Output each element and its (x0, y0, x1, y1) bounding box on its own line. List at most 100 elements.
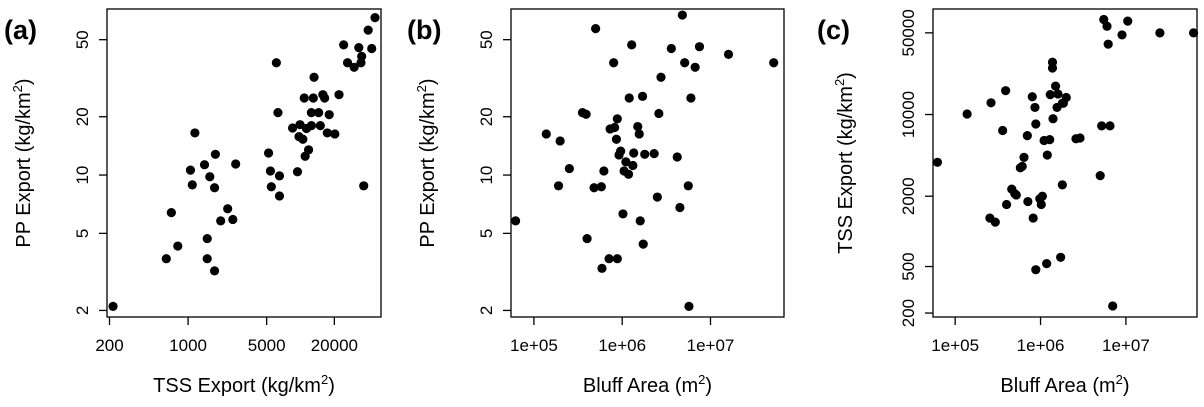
panel-a-data-point (108, 301, 118, 311)
panel-c-data-point (1048, 114, 1058, 124)
panel-b-data-point (610, 122, 620, 133)
panel-a-data-point (357, 51, 367, 61)
panel-c-data-point (1031, 265, 1041, 275)
panel-b-data-point (599, 166, 609, 176)
panel-b-data-point (604, 254, 614, 264)
panel-c: (c) 1e+05 1e+06 1e+07 200 500 2000 10000 50000 Bl… (817, 8, 1199, 397)
panel-b-data-point (684, 301, 694, 311)
panel-b-data-point (637, 91, 648, 101)
panel-b-x-tick-label: 1e+06 (598, 336, 646, 355)
panel-b-data-point (582, 233, 592, 244)
panel-a-data-point (209, 183, 220, 193)
panel-b-data-point (640, 149, 650, 159)
panel-b-data-point (694, 42, 705, 52)
panel-b-data-point (675, 202, 685, 213)
panel-b-data-point (564, 163, 574, 174)
panel-c-data-point (1031, 119, 1041, 129)
panel-a-data-point (354, 43, 364, 53)
panel-b-data-point (680, 58, 690, 68)
panel-b-data-point (612, 254, 622, 264)
panel-c-data-point (1097, 121, 1107, 131)
panel-c-x-tick-label: 1e+06 (1017, 336, 1065, 355)
panel-a-data-point (228, 214, 238, 225)
panel-c-data-point (1188, 28, 1199, 38)
panel-a-data-point (190, 128, 200, 138)
panel-a-data-point (199, 160, 210, 170)
panel-a-data-point (370, 13, 380, 23)
panel-c-plot-frame (932, 8, 1198, 318)
panel-a-data-point (292, 167, 303, 177)
panel-a-data-point (299, 93, 309, 103)
panel-b-data-point (621, 157, 631, 167)
panel-b-data-point (597, 263, 607, 273)
panel-c-data-point (1103, 39, 1113, 49)
panel-a-data-point (303, 145, 314, 155)
panel-c-data-point (1019, 152, 1029, 162)
panel-b: (b) 1e+05 1e+06 1e+07 2 5 10 20 50 Bluff Area (m2… (407, 8, 785, 397)
panel-c-data-point (1102, 21, 1112, 31)
panel-a-y-tick-label: 50 (73, 30, 92, 49)
panel-c-data-point (1056, 252, 1066, 262)
panel-c-data-point (962, 109, 972, 119)
panel-b-data-point (628, 160, 638, 171)
panel-b-data-point (618, 209, 628, 219)
panel-a-data-point (210, 149, 221, 159)
panel-a-x-tick-label: 20000 (311, 336, 358, 355)
panel-a-data-point (187, 180, 197, 190)
panel-c-data-point (1045, 90, 1055, 100)
panel-c-data-point (1053, 89, 1063, 99)
panel-b-label: (b) (407, 15, 441, 45)
panel-a-data-point (334, 90, 344, 100)
panel-b-data-point (686, 93, 696, 103)
panel-a-data-point (367, 43, 377, 54)
panel-b-data-point (638, 239, 648, 249)
panel-b-data-point (633, 121, 643, 132)
panel-a-data-point (274, 171, 285, 181)
panel-c-data-point (1028, 213, 1038, 223)
panel-b-y-axis-title: PP Export (kg/km2) (414, 78, 439, 247)
panel-a-data-point (339, 40, 349, 50)
panel-b-plot-frame (510, 8, 785, 318)
panel-a-data-point (209, 266, 220, 276)
panel-c-data-point (1057, 180, 1067, 190)
panel-b-data-point (581, 109, 591, 119)
panel-a-x-axis-title: TSS Export (kg/km2) (153, 372, 335, 397)
panel-b-y-tick-label: 2 (477, 306, 496, 315)
panel-c-y-tick-label: 2000 (899, 177, 918, 215)
panel-a-data-point (271, 58, 281, 68)
panel-c-y-tick-label: 10000 (899, 91, 918, 138)
panel-a-data-point (161, 254, 171, 264)
panel-a-y-tick-label: 20 (73, 107, 92, 126)
panel-c-x-axis-title: Bluff Area (m2) (1000, 372, 1129, 397)
panel-b-data-point (683, 181, 693, 191)
panel-a-data-point (274, 191, 285, 201)
panel-b-y-tick-label: 20 (477, 107, 496, 126)
panel-a-data-point (273, 108, 283, 118)
panel-b-data-point (609, 58, 619, 68)
panel-b-x-tick-label: 1e+05 (510, 336, 558, 355)
panel-a-data-point (265, 166, 276, 176)
panel-c-data-point (1027, 92, 1037, 102)
panel-b-data-point (596, 182, 606, 192)
panel-c-data-point (1075, 133, 1085, 143)
panel-a-label: (a) (4, 15, 37, 45)
panel-b-data-point (769, 58, 779, 68)
panel-a-y-axis-title: PP Export (kg/km2) (10, 78, 35, 247)
panel-a-data-point (173, 241, 183, 251)
panel-b-data-point (656, 72, 666, 82)
panel-c-data-point (1155, 28, 1165, 38)
panel-a-data-point (330, 129, 340, 139)
panel-c-data-point (1050, 81, 1061, 91)
panel-c-data-point (998, 125, 1008, 136)
panel-a-data-point (315, 121, 325, 131)
panel-a-data-point (202, 233, 212, 244)
panel-a-data-point (314, 108, 324, 118)
panel-b-data-point (627, 40, 637, 50)
panel-c-data-point (1045, 135, 1055, 145)
panel-a-data-point (363, 25, 373, 35)
panel-b-data-point (591, 24, 601, 34)
panel-a-data-point (320, 93, 330, 103)
panel-a-data-point (308, 93, 318, 103)
